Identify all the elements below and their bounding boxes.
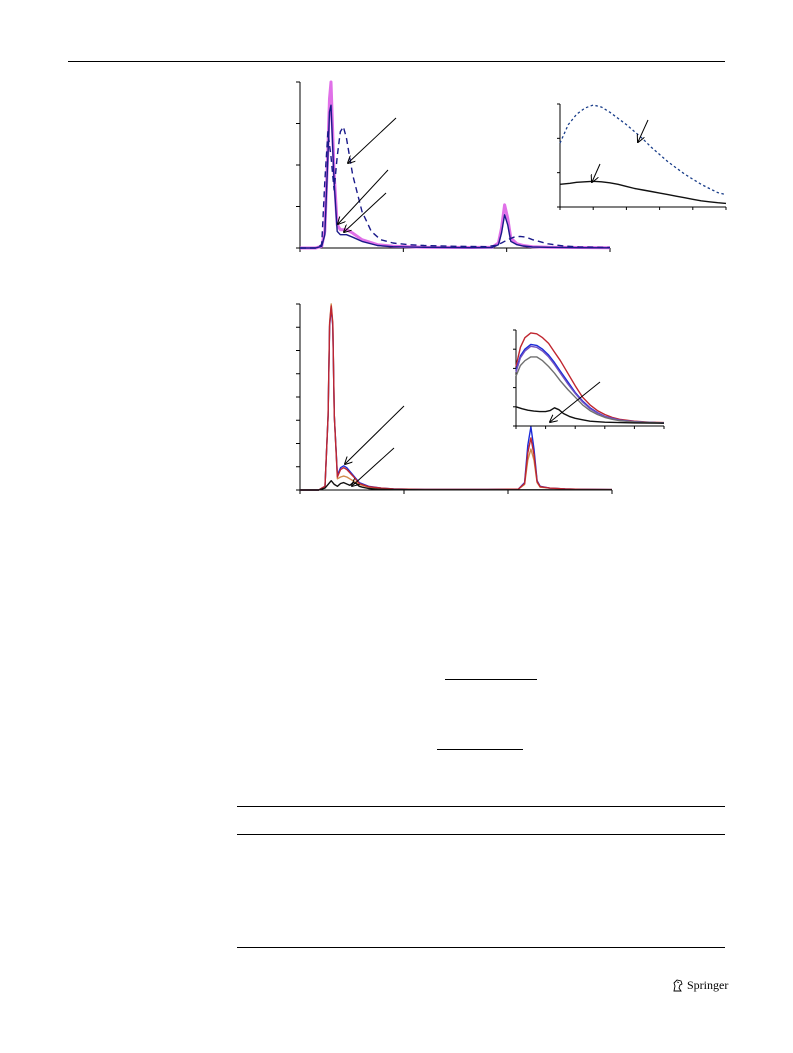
- chart-a-arrows: [338, 117, 649, 232]
- b-series-line-3: [300, 480, 612, 491]
- table-top-rule: [237, 806, 725, 807]
- table-header-rule: [237, 834, 725, 835]
- fraction-bar-1: [445, 679, 537, 680]
- b-inset-series-line-0: [515, 332, 665, 424]
- arrow-pointer-shoulder-1: [338, 169, 389, 224]
- b-series-line-2: [300, 305, 613, 491]
- a-inset-series-line-0: [559, 104, 727, 196]
- chart-b-inset: [513, 329, 665, 429]
- fraction-bar-2: [437, 749, 523, 750]
- arrow-pointer-b-shoulder-2: [352, 447, 395, 486]
- chart-a-inset-series: [559, 104, 727, 205]
- a-series-line-2: [300, 126, 611, 249]
- chart-a-series: [300, 80, 611, 250]
- b-inset-series-line-4: [515, 406, 665, 424]
- header-rule: [68, 61, 725, 63]
- chart-a-inset-axes: [557, 103, 727, 210]
- a-series-line-1: [300, 104, 611, 249]
- arrow-pointer-inset-dotted: [638, 119, 649, 142]
- arrow-pointer-inset-solid: [592, 163, 601, 182]
- publisher-mark: Springer: [672, 976, 728, 994]
- arrow-pointer-dashed-peak: [348, 117, 397, 163]
- chart-b-series: [300, 303, 613, 491]
- table-bottom-rule: [237, 947, 725, 948]
- arrow-pointer-b-shoulder-1: [345, 405, 405, 464]
- b-inset-series-line-3: [515, 356, 665, 424]
- chart-b-arrows: [345, 381, 601, 486]
- a-inset-series-line-1: [559, 180, 727, 205]
- chart-b-inset-series: [515, 332, 665, 424]
- spectrum-chart-b: [296, 303, 665, 494]
- chart-a-inset: [557, 103, 727, 210]
- arrow-pointer-shoulder-2: [344, 192, 387, 232]
- a-inset-background: [560, 104, 726, 207]
- arrow-pointer-b-inset: [550, 381, 601, 422]
- springer-horse-icon: [673, 979, 683, 991]
- spectrum-chart-a: [296, 80, 727, 252]
- publisher-name: Springer: [687, 977, 729, 992]
